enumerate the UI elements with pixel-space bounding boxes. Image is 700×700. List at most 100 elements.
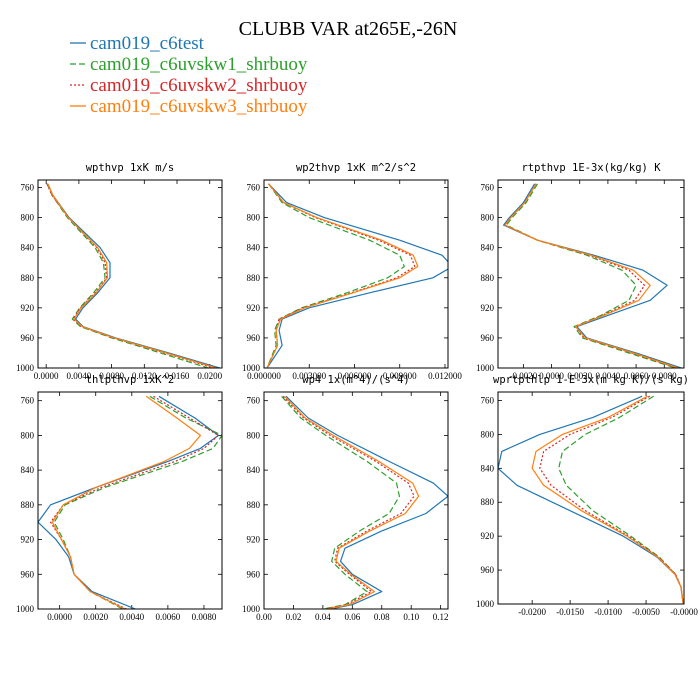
series-line-1 <box>266 183 448 368</box>
series-group <box>281 395 448 609</box>
series-line-4 <box>531 395 684 604</box>
y-tick-label: 960 <box>481 565 495 575</box>
y-tick-label: 960 <box>247 569 261 579</box>
series-line-4 <box>47 183 217 368</box>
series-line-2 <box>46 183 209 368</box>
y-tick-label: 760 <box>21 396 35 406</box>
panels: wpthvp 1xK m/s76080084088092096010000.00… <box>16 162 698 622</box>
x-tick-label: 0.0020 <box>567 371 592 381</box>
panel-title: wp2thvp 1xK m^2/s^2 <box>296 162 416 174</box>
y-tick-label: 880 <box>481 273 495 283</box>
y-tick-label: 1000 <box>476 599 495 609</box>
panel-5: wp4 1x(m^4)/(s^4)76080084088092096010000… <box>242 374 449 622</box>
legend-label-3: cam019_c6uvskw2_shrbuoy <box>90 75 308 96</box>
panel-title: wp4 1x(m^4)/(s^4) <box>302 374 409 386</box>
y-tick-label: 920 <box>247 303 261 313</box>
series-line-4 <box>51 395 201 609</box>
y-tick-label: 960 <box>247 333 261 343</box>
x-tick-label: -0.0020 <box>509 371 537 381</box>
series-line-2 <box>266 183 405 368</box>
x-tick-label: 0.0160 <box>165 371 190 381</box>
y-tick-label: 960 <box>21 569 35 579</box>
y-tick-label: 1000 <box>242 604 261 614</box>
y-tick-label: 880 <box>247 273 261 283</box>
plot-frame <box>263 179 449 369</box>
series-line-1 <box>503 183 682 368</box>
panel-title: rtpthvp 1E-3x(kg/kg) K <box>521 162 661 174</box>
y-tick-label: 880 <box>247 500 261 510</box>
x-tick-label: 0.003000 <box>292 371 326 381</box>
legend-label-2: cam019_c6uvskw1_shrbuoy <box>90 54 308 75</box>
x-tick-label: 0.0060 <box>624 371 649 381</box>
y-tick-label: 1000 <box>16 363 35 373</box>
x-tick-label: 0.0000 <box>34 371 59 381</box>
y-tick-label: 920 <box>481 531 495 541</box>
legend-label-4: cam019_c6uvskw3_shrbuoy <box>90 96 308 117</box>
x-tick-label: 0.0200 <box>197 371 222 381</box>
y-tick-label: 840 <box>247 465 261 475</box>
x-tick-label: 0.10 <box>403 612 419 622</box>
panel-6: wprtpthlp 1-E-3x(m kg K)/(s kg) 760 800 840… <box>476 374 698 617</box>
x-tick-label: 0.0040 <box>596 371 621 381</box>
x-tick-label: 0.0120 <box>132 371 157 381</box>
y-tick-label: 800 <box>21 430 35 440</box>
y-tick-label: 920 <box>247 535 261 545</box>
x-tick-label: 0.0040 <box>67 371 92 381</box>
y-tick-label: 880 <box>21 273 35 283</box>
y-tick-label: 1000 <box>476 363 495 373</box>
y-tick-label: 920 <box>481 303 495 313</box>
x-tick-label: 0.000000 <box>247 371 281 381</box>
series-group <box>38 395 222 609</box>
series-group <box>503 183 682 368</box>
y-tick-label: 840 <box>481 463 495 473</box>
series-group <box>498 395 684 604</box>
series-line-1 <box>285 395 448 609</box>
y-tick-label: 960 <box>481 333 495 343</box>
figure-title: CLUBB VAR at265E,-26N <box>239 18 458 40</box>
x-tick-label: 0.0020 <box>83 612 108 622</box>
y-tick-label: 760 <box>481 183 495 193</box>
panel-1: wpthvp 1xK m/s76080084088092096010000.00… <box>16 162 223 381</box>
plot-frame <box>497 391 685 605</box>
y-tick-label: 800 <box>247 430 261 440</box>
x-tick-label: 0.08 <box>374 612 390 622</box>
y-tick-label: 800 <box>481 429 495 439</box>
x-tick-label: 0.00 <box>256 612 272 622</box>
series-group <box>46 183 220 368</box>
y-tick-label: 960 <box>21 333 35 343</box>
x-tick-label: 0.012000 <box>428 371 462 381</box>
y-tick-label: 880 <box>481 497 495 507</box>
x-tick-label: 0.0080 <box>99 371 124 381</box>
series-line-4 <box>284 395 420 609</box>
y-tick-label: 840 <box>481 243 495 253</box>
x-tick-label: 0.0000 <box>539 371 564 381</box>
panel-title: wprtpthlp 1-E-3x(m kg K)/(s kg) <box>493 374 689 386</box>
x-tick-label: 0.006000 <box>338 371 372 381</box>
y-tick-label: 840 <box>247 243 261 253</box>
plot-frame <box>263 391 449 610</box>
legend: cam019_c6testcam019_c6uvskw1_shrbuoycam0… <box>70 33 308 117</box>
x-tick-label: -0.0050 <box>632 607 660 617</box>
series-line-4 <box>504 183 679 368</box>
series-group <box>266 183 448 368</box>
x-tick-label: 0.0040 <box>119 612 144 622</box>
x-tick-label: 0.009000 <box>383 371 417 381</box>
x-tick-label: 0.06 <box>344 612 360 622</box>
x-tick-label: 0.12 <box>433 612 449 622</box>
y-tick-label: 840 <box>21 465 35 475</box>
x-tick-label: -0.0000 <box>670 607 698 617</box>
x-tick-label: 0.0080 <box>192 612 217 622</box>
panel-title: thlpthvp 1xK^2 <box>86 374 175 386</box>
plot-frame <box>37 179 223 369</box>
y-tick-label: 800 <box>481 213 495 223</box>
x-tick-label: -0.0200 <box>518 607 546 617</box>
x-tick-label: 0.0000 <box>47 612 72 622</box>
x-tick-label: 0.04 <box>315 612 331 622</box>
x-tick-label: 0.0060 <box>156 612 181 622</box>
y-tick-label: 1000 <box>16 604 35 614</box>
series-line-2 <box>281 395 400 609</box>
y-tick-label: 840 <box>21 243 35 253</box>
plot-frame <box>497 179 685 369</box>
y-tick-label: 1000 <box>242 363 261 373</box>
